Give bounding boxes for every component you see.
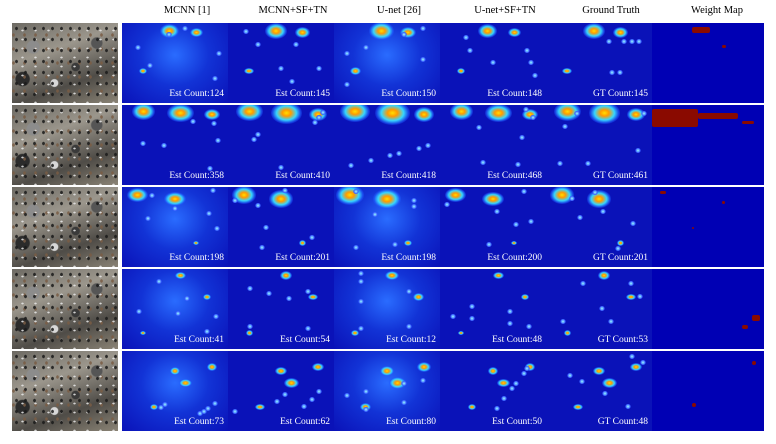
count-label: Est Count:468 <box>487 171 542 181</box>
crowd-photo <box>12 351 118 431</box>
estimated-density-map: Est Count:145 <box>228 23 334 103</box>
estimated-density-map: Est Count:418 <box>334 105 440 185</box>
crowd-photo <box>12 187 118 267</box>
estimated-density-map: Est Count:48 <box>440 269 546 349</box>
count-label: Est Count:148 <box>487 89 542 99</box>
count-label: Est Count:200 <box>487 253 542 263</box>
count-label: Est Count:12 <box>386 335 436 345</box>
count-label: GT Count:53 <box>597 335 648 345</box>
estimated-density-map: Est Count:12 <box>334 269 440 349</box>
count-label: Est Count:201 <box>275 253 330 263</box>
count-label: Est Count:198 <box>169 253 224 263</box>
count-label: Est Count:410 <box>275 171 330 181</box>
count-label: Est Count:418 <box>381 171 436 181</box>
estimated-density-map: Est Count:41 <box>122 269 228 349</box>
result-row: Est Count:41 Est Count:54 Est Count:12 Est … <box>12 269 764 349</box>
crowd-photo <box>12 23 118 103</box>
count-label: Est Count:358 <box>169 171 224 181</box>
weight-map <box>652 23 764 103</box>
count-label: Est Count:41 <box>174 335 224 345</box>
estimated-density-map: Est Count:124 <box>122 23 228 103</box>
count-label: Est Count:80 <box>386 417 436 427</box>
estimated-density-map: Est Count:198 <box>334 187 440 267</box>
weight-map <box>652 269 764 349</box>
estimated-density-map: Est Count:73 <box>122 351 228 431</box>
count-label: Est Count:48 <box>492 335 542 345</box>
header-mcnn: MCNN [1] <box>163 5 211 16</box>
count-label: GT Count:461 <box>593 171 648 181</box>
count-label: Est Count:50 <box>492 417 542 427</box>
estimated-density-map: Est Count:54 <box>228 269 334 349</box>
result-row: Est Count:124 Est Count:145 Est Count:150 E… <box>12 23 764 103</box>
estimated-density-map: Est Count:148 <box>440 23 546 103</box>
header-weight-map: Weight Map <box>691 5 743 16</box>
count-label: Est Count:124 <box>169 89 224 99</box>
count-label: Est Count:62 <box>280 417 330 427</box>
estimated-density-map: Est Count:50 <box>440 351 546 431</box>
estimated-density-map: Est Count:468 <box>440 105 546 185</box>
estimated-density-map: Est Count:410 <box>228 105 334 185</box>
estimated-density-map: Est Count:198 <box>122 187 228 267</box>
count-label: Est Count:150 <box>381 89 436 99</box>
estimated-density-map: Est Count:201 <box>228 187 334 267</box>
weight-map <box>652 187 764 267</box>
ground-truth-density-map: GT Count:461 <box>546 105 652 185</box>
result-row: Est Count:73 Est Count:62 Est Count:80 Est … <box>12 351 764 431</box>
estimated-density-map: Est Count:358 <box>122 105 228 185</box>
ground-truth-density-map: GT Count:48 <box>546 351 652 431</box>
estimated-density-map: Est Count:200 <box>440 187 546 267</box>
count-label: Est Count:54 <box>280 335 330 345</box>
header-mcnn-sf-tn: MCNN+SF+TN <box>258 5 328 16</box>
weight-map <box>652 105 764 185</box>
ground-truth-density-map: GT Count:145 <box>546 23 652 103</box>
weight-map <box>652 351 764 431</box>
header-unet-sf-tn: U-net+SF+TN <box>474 5 536 16</box>
result-row: Est Count:198 Est Count:201 Est Count:198 E… <box>12 187 764 267</box>
count-label: GT Count:145 <box>593 89 648 99</box>
estimated-density-map: Est Count:150 <box>334 23 440 103</box>
count-label: GT Count:201 <box>593 253 648 263</box>
crowd-photo <box>12 269 118 349</box>
count-label: Est Count:145 <box>275 89 330 99</box>
crowd-photo <box>12 105 118 185</box>
ground-truth-density-map: GT Count:53 <box>546 269 652 349</box>
ground-truth-density-map: GT Count:201 <box>546 187 652 267</box>
estimated-density-map: Est Count:80 <box>334 351 440 431</box>
result-row: Est Count:358 Est Count:410 Est Count:418 E… <box>12 105 764 185</box>
count-label: Est Count:198 <box>381 253 436 263</box>
count-label: Est Count:73 <box>174 417 224 427</box>
count-label: GT Count:48 <box>597 417 648 427</box>
header-unet: U-net [26] <box>376 5 422 16</box>
header-ground-truth: Ground Truth <box>582 5 640 16</box>
estimated-density-map: Est Count:62 <box>228 351 334 431</box>
